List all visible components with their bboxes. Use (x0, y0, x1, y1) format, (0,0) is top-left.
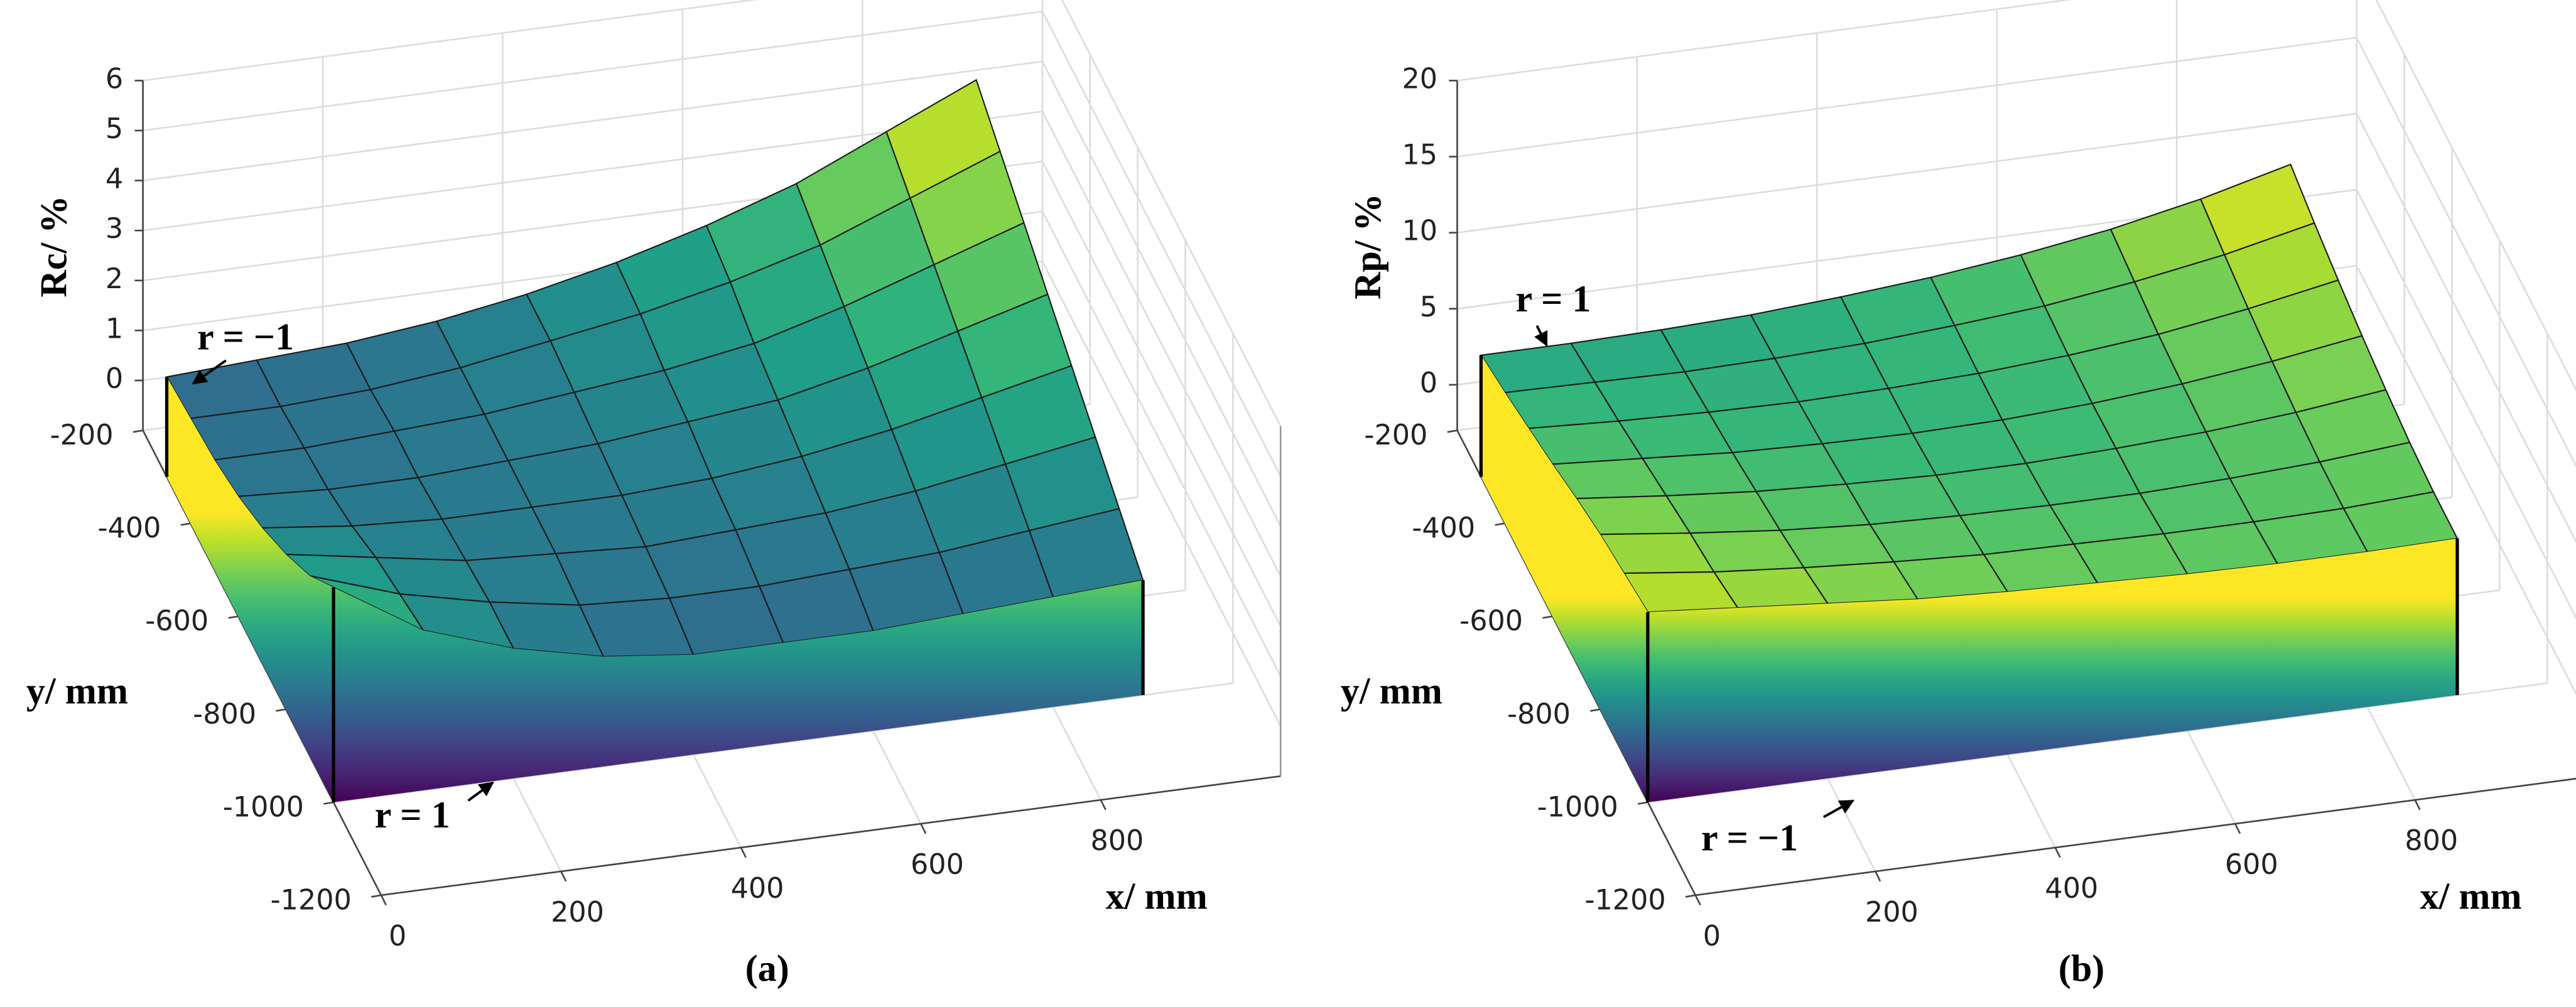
grid-line (1041, 61, 1282, 527)
y-tick (371, 894, 382, 898)
x-tick-label: 0 (389, 920, 406, 952)
y-axis-label: y/ mm (1341, 670, 1442, 713)
y-tick-label: -1000 (1537, 791, 1618, 823)
grid-line (1041, 11, 1282, 477)
y-tick (1542, 615, 1553, 619)
x-tick (740, 847, 747, 858)
grid-line (1041, 161, 1282, 627)
z-axis-label: Rc/ % (33, 196, 75, 298)
y-tick-label: -1200 (1584, 884, 1665, 916)
annotation-arrow (467, 781, 494, 802)
x-axis-label: x/ mm (1106, 876, 1208, 918)
panel-label: (a) (745, 948, 789, 990)
x-tick-label: 800 (1090, 825, 1144, 857)
panel-label: (b) (2059, 948, 2105, 990)
y-tick (228, 615, 239, 619)
grid-line (1457, 36, 2357, 158)
z-tick-label: 20 (1402, 63, 1437, 95)
x-tick-label: 600 (2225, 849, 2278, 881)
x-tick-label: 200 (1865, 897, 1918, 929)
grid-line (2356, 265, 2576, 696)
grid-line (1457, 0, 2072, 82)
x-axis (381, 775, 1281, 897)
grid-line (2356, 113, 2576, 544)
z-tick-label: 2 (106, 263, 123, 295)
x-tick (1875, 871, 1881, 882)
y-tick (1447, 429, 1458, 433)
z-tick-label: 4 (106, 163, 123, 195)
x-tick (560, 871, 567, 882)
annotation: r = 1 (1515, 278, 1591, 320)
y-tick-label: -600 (145, 605, 208, 637)
grid-line (1061, 0, 1282, 427)
grid-line (1041, 261, 1282, 727)
front-wall (333, 580, 1144, 802)
z-tick-label: 15 (1402, 139, 1437, 171)
z-tick-label: 10 (1402, 215, 1437, 247)
x-tick (2234, 823, 2241, 834)
grid-line (1457, 112, 2357, 234)
x-tick (1694, 895, 1701, 906)
z-axis-label: Rp/ % (1347, 193, 1389, 299)
y-tick-label: -400 (1412, 512, 1475, 544)
left-wall (166, 377, 334, 802)
x-tick (2054, 847, 2061, 858)
x-axis-label: x/ mm (2420, 876, 2522, 918)
grid-line (2375, 0, 2576, 392)
grid-line (143, 0, 758, 82)
z-tick-label: 1 (106, 313, 123, 345)
z-tick-label: 3 (106, 213, 123, 245)
left-wall (1481, 355, 1648, 802)
y-tick (1685, 894, 1696, 898)
z-tick-label: 6 (106, 63, 123, 95)
y-axis-label: y/ mm (26, 670, 128, 713)
y-tick (1590, 708, 1601, 712)
x-tick-label: 400 (2045, 873, 2098, 905)
z-tick-label: 5 (106, 113, 123, 145)
y-tick-label: -200 (1364, 419, 1427, 451)
y-tick-label: -200 (50, 419, 114, 451)
x-tick-label: 400 (731, 873, 784, 905)
y-tick (1495, 522, 1505, 526)
y-tick-label: -600 (1459, 605, 1523, 637)
y-tick-label: -1200 (271, 884, 352, 916)
annotation: r = 1 (375, 794, 450, 836)
grid-line (143, 60, 1043, 181)
grid-line (143, 11, 1043, 132)
y-tick (133, 429, 143, 433)
y-tick-label: -800 (193, 698, 256, 730)
annotation: r = −1 (1701, 817, 1798, 859)
x-tick (1100, 799, 1107, 810)
annotation-arrow (1822, 799, 1854, 819)
y-tick-label: -400 (97, 512, 161, 544)
y-tick (1638, 801, 1648, 805)
x-tick-label: 200 (551, 897, 604, 929)
x-tick-label: 600 (911, 849, 964, 881)
y-tick (323, 801, 334, 805)
x-tick-label: 800 (2405, 825, 2458, 857)
grid-line (1041, 211, 1282, 677)
y-tick (276, 708, 286, 712)
grid-line (2356, 189, 2576, 620)
x-tick (920, 823, 927, 834)
x-axis (1695, 777, 2576, 897)
x-tick (2414, 799, 2421, 810)
annotation-arrow (1534, 325, 1548, 347)
z-tick-label: 5 (1420, 291, 1437, 323)
grid-line (2356, 37, 2576, 468)
y-tick-label: -1000 (223, 791, 304, 823)
y-tick-label: -800 (1507, 698, 1571, 730)
z-tick-label: 0 (1420, 367, 1437, 399)
z-tick-label: 0 (106, 363, 123, 395)
x-tick-label: 0 (1703, 920, 1721, 952)
grid-line (1041, 110, 1282, 577)
annotation-arrow (192, 359, 227, 385)
y-tick (180, 522, 191, 526)
annotation: r = −1 (197, 316, 294, 358)
front-wall (1647, 538, 2457, 802)
x-tick (380, 895, 387, 906)
